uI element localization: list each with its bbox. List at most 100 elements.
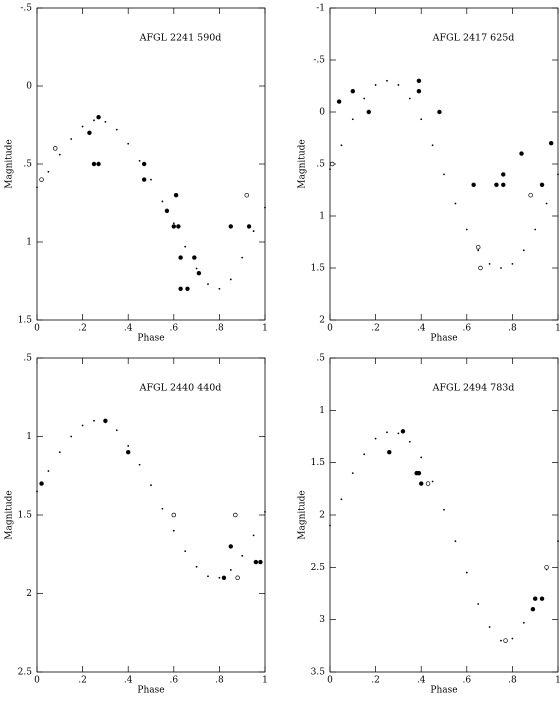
data-point <box>150 484 152 487</box>
y-tick-label: .5 <box>316 354 325 364</box>
x-tick-label: .6 <box>463 324 472 334</box>
data-point <box>150 178 152 181</box>
data-point <box>196 271 202 276</box>
data-point <box>171 224 176 229</box>
data-point <box>96 115 101 120</box>
y-axis-label: Magnitude <box>5 139 15 189</box>
data-point <box>416 470 422 476</box>
data-point <box>475 244 481 250</box>
data-point <box>443 173 445 176</box>
y-axis-label: Magnitude <box>298 139 308 189</box>
x-axis-label: Phase <box>430 686 457 696</box>
data-point <box>141 177 147 182</box>
x-tick-label: .4 <box>124 676 133 686</box>
plot-frame <box>329 7 559 321</box>
data-point <box>329 168 331 171</box>
data-point <box>478 265 483 271</box>
data-point <box>416 89 422 94</box>
data-point <box>477 603 480 605</box>
y-tick-label: .5 <box>23 160 32 170</box>
data-point <box>207 575 209 578</box>
data-point <box>138 159 141 162</box>
data-point <box>58 451 61 454</box>
data-point <box>233 512 238 518</box>
x-tick-label: 1 <box>555 676 560 686</box>
data-point <box>419 481 424 486</box>
x-tick-label: .4 <box>417 324 426 334</box>
data-point <box>501 172 506 177</box>
data-point <box>91 161 97 167</box>
data-point <box>500 639 502 642</box>
data-point <box>350 89 355 94</box>
data-point <box>253 559 259 565</box>
data-point <box>218 576 221 579</box>
data-point <box>387 450 392 455</box>
data-point <box>488 626 491 628</box>
y-tick-label: 1.5 <box>311 458 326 468</box>
data-point <box>93 419 95 422</box>
data-point <box>386 431 388 434</box>
data-point <box>534 228 537 231</box>
data-point <box>164 208 170 213</box>
data-point <box>70 138 73 140</box>
data-point <box>548 141 554 146</box>
data-point <box>454 540 457 543</box>
data-point <box>374 84 377 86</box>
y-tick-label: 1 <box>26 432 32 442</box>
y-tick-label: 2.5 <box>311 563 326 573</box>
data-point <box>229 569 232 571</box>
x-tick-label: .8 <box>508 676 517 686</box>
y-tick-label: -.5 <box>313 56 325 66</box>
data-point <box>184 550 187 553</box>
data-point <box>172 529 175 532</box>
data-point <box>336 99 342 104</box>
x-tick-label: 0 <box>327 324 333 334</box>
x-axis-label: Phase <box>430 334 457 344</box>
y-tick-label: 1 <box>319 212 325 222</box>
data-point <box>397 84 400 86</box>
data-point <box>127 445 130 447</box>
data-point <box>36 186 38 189</box>
y-tick-label: 2 <box>319 316 325 326</box>
data-point <box>185 286 190 291</box>
data-point <box>408 97 411 100</box>
x-tick-label: .4 <box>417 676 426 686</box>
data-point <box>195 565 198 568</box>
data-point <box>329 524 331 527</box>
x-axis-label: Phase <box>137 686 164 696</box>
x-tick-label: .6 <box>463 676 472 686</box>
y-tick-label: .5 <box>23 354 32 364</box>
data-point <box>500 267 502 269</box>
data-point <box>530 607 536 612</box>
data-point <box>47 470 50 472</box>
x-tick-label: .8 <box>215 676 224 686</box>
data-point <box>471 182 476 187</box>
x-tick-label: .8 <box>508 324 517 334</box>
data-point <box>173 193 179 198</box>
data-point <box>81 424 84 427</box>
data-point <box>431 480 434 483</box>
x-tick-label: .4 <box>124 324 133 334</box>
y-tick-label: -1 <box>316 4 325 14</box>
data-point <box>138 463 141 466</box>
data-point <box>115 128 118 131</box>
x-tick-label: 1 <box>262 324 268 334</box>
data-point <box>127 142 130 145</box>
plot-frame <box>36 7 266 321</box>
chart-title: AFGL 2417 625d <box>432 33 515 44</box>
data-point <box>330 161 335 167</box>
data-point <box>36 490 38 493</box>
data-point <box>519 151 524 156</box>
data-point <box>511 637 514 640</box>
data-point <box>70 435 73 438</box>
data-point <box>494 182 499 187</box>
data-point <box>416 78 422 84</box>
x-tick-label: 0 <box>34 676 40 686</box>
x-tick-label: 0 <box>327 676 333 686</box>
data-point <box>363 453 366 456</box>
data-point <box>539 596 545 601</box>
data-point <box>115 429 118 432</box>
data-point <box>503 638 508 643</box>
